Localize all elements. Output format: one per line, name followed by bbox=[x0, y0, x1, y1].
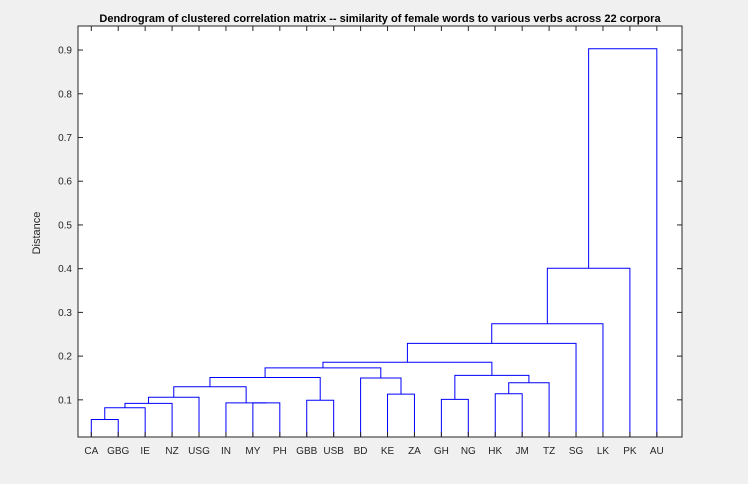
y-tick-label: 0.9 bbox=[58, 46, 72, 57]
dendrogram-link bbox=[546, 267, 631, 437]
dendrogram-link bbox=[494, 393, 523, 437]
leaf-label: KE bbox=[381, 446, 395, 457]
y-tick-label: 0.2 bbox=[58, 352, 72, 363]
leaf-label: ZA bbox=[408, 446, 421, 457]
y-tick-label: 0.1 bbox=[58, 395, 72, 406]
dendrogram-link bbox=[440, 398, 469, 437]
leaf-label: IE bbox=[140, 446, 150, 457]
dendrogram-link bbox=[406, 342, 577, 437]
axes-background bbox=[78, 26, 682, 437]
dendrogram-links bbox=[90, 48, 658, 437]
y-tick-label: 0.6 bbox=[58, 177, 72, 188]
leaf-label: TZ bbox=[543, 446, 555, 457]
leaf-label: BD bbox=[354, 446, 368, 457]
leaf-label: PK bbox=[623, 446, 637, 457]
y-axis-label: Distance bbox=[31, 212, 43, 255]
leaf-label: PH bbox=[273, 446, 287, 457]
leaf-label: GBG bbox=[107, 446, 129, 457]
leaf-label: USG bbox=[188, 446, 210, 457]
leaf-label: SG bbox=[569, 446, 584, 457]
y-tick-label: 0.5 bbox=[58, 220, 72, 231]
leaf-label: CA bbox=[84, 446, 98, 457]
leaf-label: GH bbox=[434, 446, 449, 457]
leaf-label: NG bbox=[461, 446, 476, 457]
y-tick-label: 0.8 bbox=[58, 89, 72, 100]
leaf-label: LK bbox=[597, 446, 610, 457]
leaf-label: JM bbox=[516, 446, 529, 457]
dendrogram-link bbox=[124, 402, 173, 437]
leaf-label: NZ bbox=[165, 446, 178, 457]
leaf-label: MY bbox=[245, 446, 260, 457]
leaf-label: HK bbox=[488, 446, 502, 457]
leaf-label: GBB bbox=[296, 446, 317, 457]
y-tick-label: 0.7 bbox=[58, 133, 72, 144]
chart-title: Dendrogram of clustered correlation matr… bbox=[99, 13, 661, 25]
dendrogram-link bbox=[588, 48, 658, 437]
y-tick-label: 0.3 bbox=[58, 308, 72, 319]
dendrogram-link bbox=[90, 419, 119, 437]
axes-box bbox=[77, 25, 683, 438]
y-tick-label: 0.4 bbox=[58, 264, 72, 275]
axes-frame: 0.1 0.2 0.3 0.4 0.5 0.6 0.7 0.8 0.9 CA GBG IE NZ USG I… bbox=[58, 25, 683, 457]
dendrogram-link bbox=[148, 396, 200, 437]
dendrogram-link bbox=[225, 402, 267, 437]
leaf-label: IN bbox=[221, 446, 231, 457]
leaf-label: AU bbox=[650, 446, 664, 457]
dendrogram-link bbox=[322, 361, 493, 376]
leaf-label: USB bbox=[323, 446, 344, 457]
